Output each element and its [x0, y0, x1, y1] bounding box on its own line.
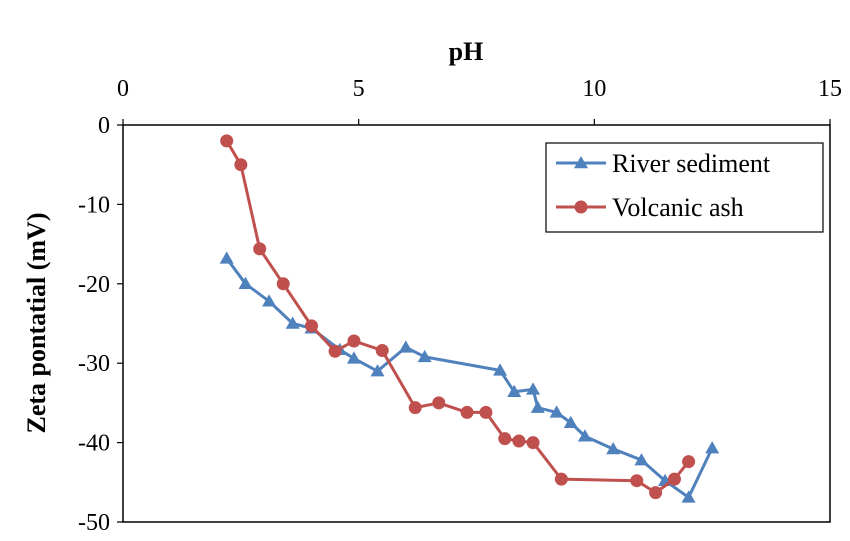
series-volcanic-ash [220, 134, 696, 500]
data-point [649, 486, 663, 500]
data-point [554, 472, 568, 486]
y-tick-label: 0 [98, 113, 110, 139]
data-point [705, 441, 720, 454]
legend-box [545, 142, 824, 233]
data-point [253, 242, 267, 256]
data-point [681, 490, 696, 503]
data-point [526, 382, 541, 395]
legend-label: River sediment [612, 149, 771, 178]
plot-frame [122, 124, 831, 523]
series-river-sediment [219, 251, 720, 503]
x-tick-label: 5 [353, 76, 365, 102]
data-point [526, 436, 540, 450]
data-point [507, 384, 522, 398]
data-point [285, 316, 300, 329]
data-point [262, 294, 277, 307]
y-axis-title: Zeta pontatial (mV) [22, 213, 51, 434]
data-point [328, 344, 342, 358]
y-tick-label: -20 [78, 272, 110, 298]
series-layer [219, 134, 720, 503]
data-point [682, 455, 696, 469]
legend-item: Volcanic ash [556, 193, 744, 222]
data-point [305, 319, 319, 333]
series-line [225, 257, 714, 499]
legend-label: Volcanic ash [612, 193, 744, 222]
data-point [563, 415, 578, 428]
data-point [346, 351, 361, 364]
y-tick-label: -30 [78, 351, 110, 377]
data-point [493, 363, 508, 376]
data-point [460, 405, 474, 419]
data-point [432, 396, 446, 410]
x-tick-label: 15 [818, 76, 842, 102]
data-point [606, 441, 621, 455]
series-line [225, 140, 690, 495]
data-point [498, 432, 512, 446]
data-point [530, 400, 545, 413]
data-point [667, 472, 681, 486]
data-point [347, 334, 361, 348]
y-tick-label: -40 [78, 431, 110, 457]
data-point [220, 134, 234, 148]
data-point [408, 401, 422, 415]
data-point [417, 349, 432, 363]
data-point [398, 340, 413, 353]
data-point [577, 429, 592, 442]
y-tick-label: -50 [78, 510, 110, 536]
data-point [238, 276, 253, 290]
data-point [549, 405, 564, 418]
legend-item: River sediment [556, 149, 771, 178]
data-point [479, 405, 493, 419]
data-point [219, 251, 234, 264]
x-tick-label: 0 [117, 76, 129, 102]
data-point [370, 364, 385, 377]
data-point [512, 434, 526, 448]
data-point [234, 158, 248, 172]
x-tick-label: 10 [582, 76, 606, 102]
data-point [630, 474, 644, 488]
data-point [375, 343, 389, 357]
data-point [634, 453, 649, 466]
x-axis-title: pH [449, 37, 484, 66]
legend-marker [574, 156, 588, 169]
axes: 0 5 10 15 0 -10 -20 -30 -40 -50 pH Zeta pontatial (… [22, 37, 842, 536]
legend: River sediment Volcanic ash [545, 142, 824, 233]
legend-marker [574, 200, 588, 214]
data-point [276, 277, 290, 291]
y-tick-label: -10 [78, 192, 110, 218]
